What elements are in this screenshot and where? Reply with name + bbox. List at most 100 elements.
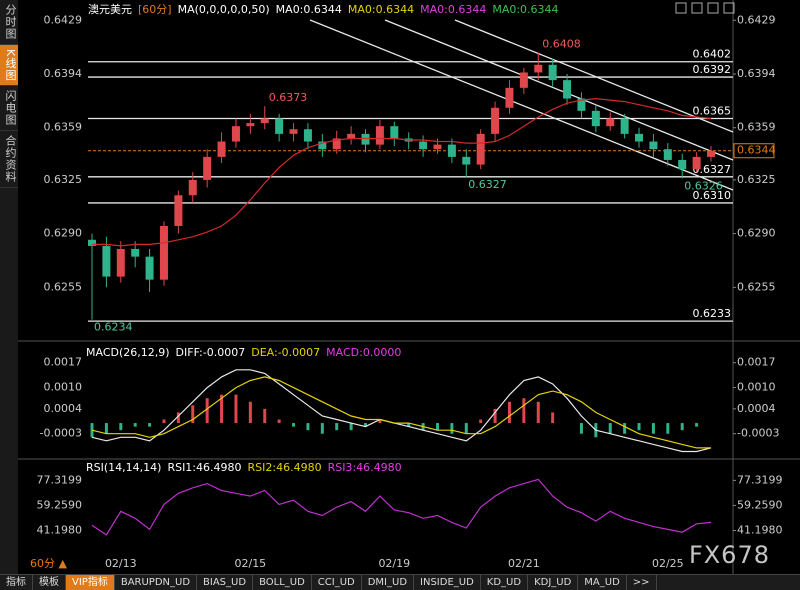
candle-body (548, 64, 557, 81)
candle-body (433, 144, 442, 150)
low-label: 0.6326 (684, 179, 723, 192)
icon[interactable] (707, 2, 719, 14)
y-tick-label-right: 77.3199 (737, 473, 783, 486)
level-label: 0.6402 (693, 48, 732, 61)
icon[interactable] (723, 2, 735, 14)
icon[interactable] (675, 2, 687, 14)
candle-body (347, 133, 356, 139)
y-tick-label: 0.6290 (44, 227, 83, 240)
sidebar-item[interactable]: 分时图 (0, 0, 18, 45)
y-tick-label-right: 0.6359 (737, 121, 776, 134)
tab[interactable]: KD_UD (481, 575, 529, 590)
y-tick-label-right: 0.6290 (737, 227, 776, 240)
candle-body (390, 126, 399, 139)
candle-body (519, 72, 528, 88)
candle-body (476, 133, 485, 165)
candle-body (375, 126, 384, 145)
candle-body (419, 141, 428, 150)
series-line (91, 369, 712, 453)
tab[interactable]: DMI_UD (362, 575, 415, 590)
y-tick-label: 0.6359 (44, 121, 83, 134)
tab[interactable]: BOLL_UD (253, 575, 312, 590)
background (18, 0, 800, 574)
trend-line (454, 19, 734, 133)
legend-entry: RSI1:46.4980 (167, 461, 241, 474)
candle-body (203, 156, 212, 180)
legend-entry: [60分] (138, 3, 172, 16)
series-line (91, 478, 712, 536)
tab[interactable]: KDJ_UD (528, 575, 579, 590)
tab[interactable]: BIAS_UD (197, 575, 254, 590)
trend-line (309, 19, 734, 191)
legend-entry: MACD:0.0000 (326, 346, 401, 359)
last-price-label: 0.6344 (737, 144, 776, 157)
candle-body (462, 156, 471, 165)
candle-body (620, 118, 629, 134)
candle-body (174, 195, 183, 226)
candle-body (591, 110, 600, 127)
low-label: 0.6327 (468, 178, 507, 191)
series-line (91, 376, 711, 449)
x-tick-label: 02/15 (234, 557, 266, 570)
low-label: 0.6234 (94, 321, 133, 334)
toolbar-icons[interactable] (675, 2, 735, 14)
high-label: 0.6408 (542, 38, 581, 51)
candle-body (635, 133, 644, 142)
legend-entry: MACD(26,12,9) (86, 346, 170, 359)
period-label: 60分 ▲ (30, 557, 67, 570)
candle-body (663, 149, 672, 160)
candle-body (563, 80, 572, 99)
candle-body (102, 245, 111, 277)
level-label: 0.6365 (693, 105, 732, 118)
candle-body (606, 118, 615, 127)
candle-body (318, 141, 327, 150)
candle-body (88, 239, 96, 246)
tab[interactable]: CCI_UD (312, 575, 362, 590)
candle-body (289, 129, 298, 134)
candle-body (131, 248, 140, 257)
legend-entry: DIFF:-0.0007 (176, 346, 246, 359)
candle-body (491, 107, 500, 134)
watermark: FX678 (689, 541, 770, 569)
y-tick-label-right: -0.0003 (737, 427, 779, 440)
tab[interactable]: 模板 (33, 575, 66, 590)
tab[interactable]: INSIDE_UD (414, 575, 481, 590)
x-tick-label: 02/21 (508, 557, 540, 570)
candle-body (260, 118, 269, 124)
y-tick-label-right: 0.6255 (737, 280, 776, 293)
legend-entry: DEA:-0.0007 (251, 346, 320, 359)
candle-body (159, 225, 168, 280)
legend-entry: RSI2:46.4980 (248, 461, 322, 474)
tab[interactable]: BARUPDN_UD (115, 575, 198, 590)
candle-body (577, 98, 586, 111)
y-tick-label-right: 41.1980 (737, 523, 783, 536)
tab[interactable]: 指标 (0, 575, 33, 590)
icon[interactable] (691, 2, 703, 14)
y-tick-label-right: 0.0004 (737, 402, 776, 415)
legend-entry: MA0:0.6344 (492, 3, 558, 16)
x-tick-label: 02/25 (652, 557, 684, 570)
sidebar: 分时图 K线图 闪电图 合约资料 (0, 0, 19, 574)
y-tick-label: -0.0003 (40, 427, 82, 440)
level-label: 0.6327 (693, 163, 732, 176)
y-tick-label-right: 59.2590 (737, 498, 783, 511)
candle-body (275, 118, 284, 134)
tab[interactable]: >> (627, 575, 657, 590)
y-tick-label-right: 0.0010 (737, 381, 776, 394)
tab[interactable]: VIP指标 (66, 575, 115, 590)
sidebar-item[interactable]: 闪电图 (0, 86, 18, 132)
x-tick-label: 02/19 (378, 557, 410, 570)
candle-body (447, 144, 456, 157)
y-tick-label-right: 0.6325 (737, 173, 776, 186)
y-tick-label: 0.6429 (44, 13, 83, 26)
tab[interactable]: MA_UD (578, 575, 627, 590)
legend-entry: RSI(14,14,14) (86, 461, 161, 474)
candle-body (116, 248, 125, 277)
legend-entry: RSI3:46.4980 (328, 461, 402, 474)
y-tick-label: 77.3199 (37, 473, 83, 486)
sidebar-item[interactable]: 合约资料 (0, 131, 18, 189)
series-line (92, 97, 712, 247)
trend-line (384, 19, 734, 161)
sidebar-item[interactable]: K线图 (0, 45, 18, 87)
y-tick-label: 0.6325 (44, 173, 83, 186)
